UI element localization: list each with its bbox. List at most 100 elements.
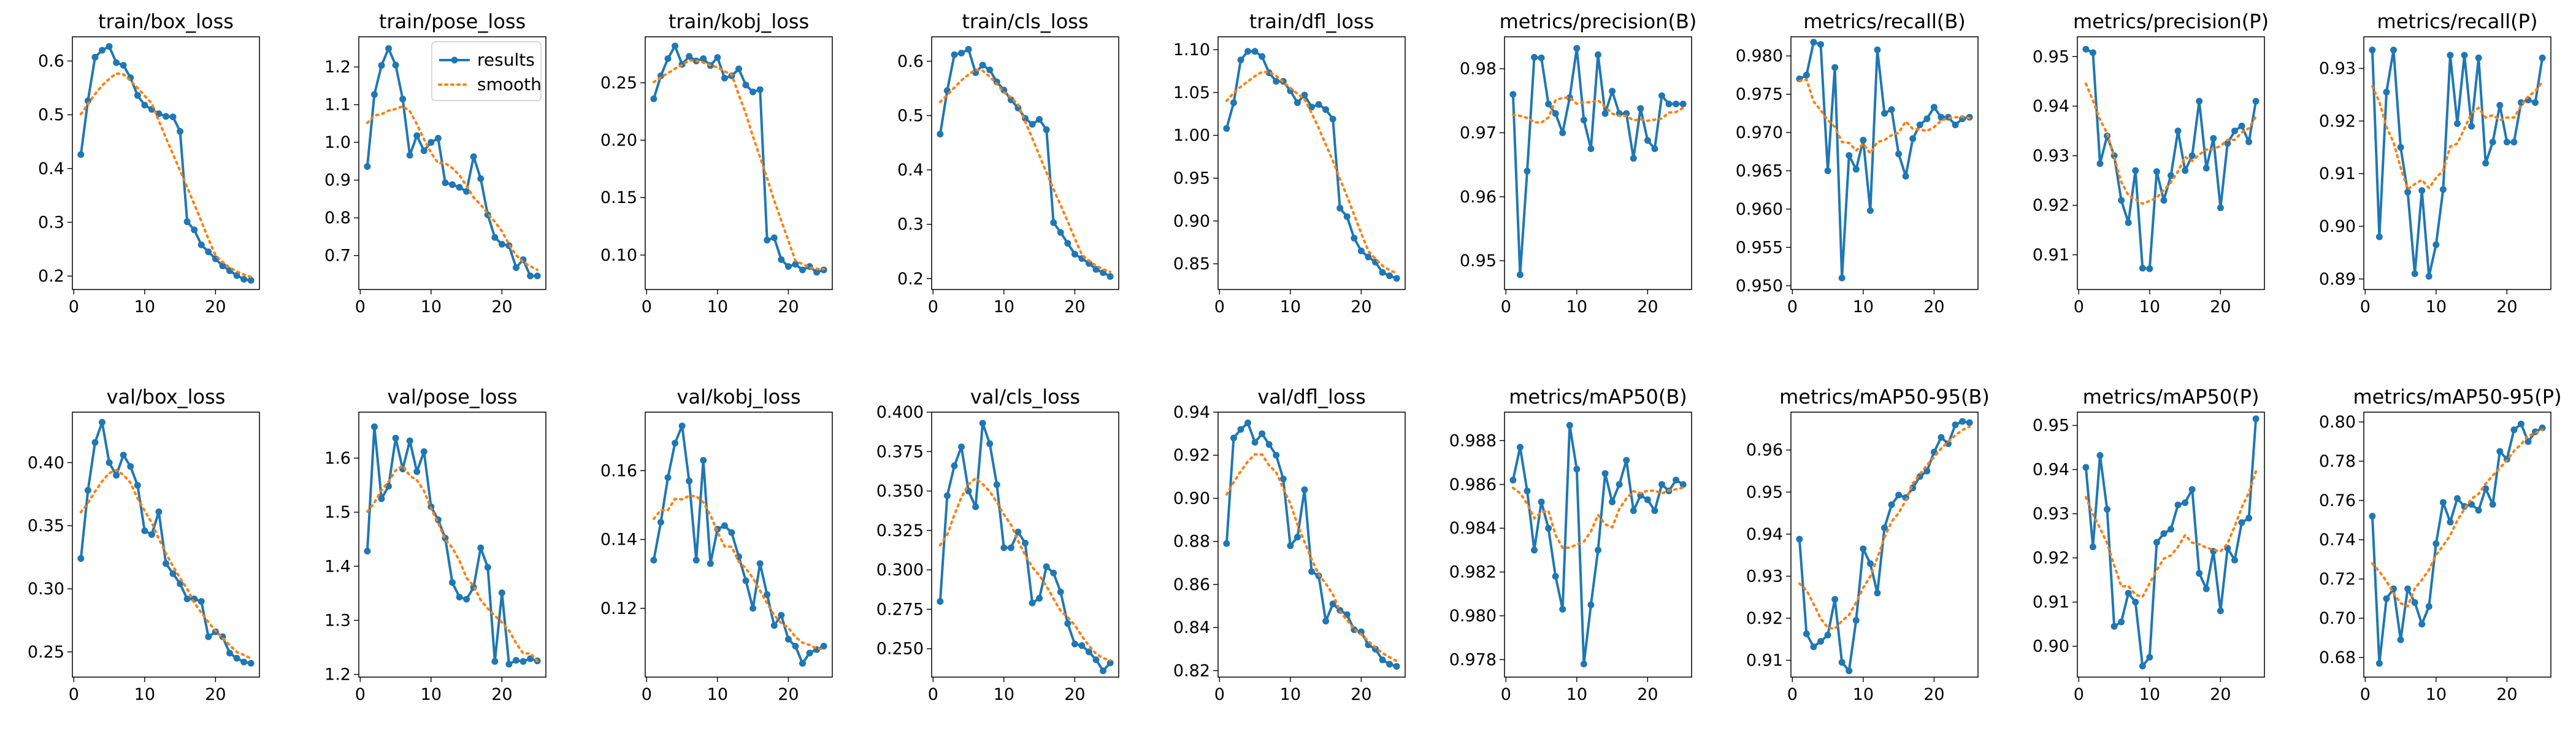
results-point [1259, 430, 1266, 437]
results-point [2153, 539, 2160, 546]
results-point [2454, 120, 2461, 128]
results-point [1393, 662, 1400, 670]
results-point [1100, 667, 1107, 675]
results-point [169, 113, 177, 121]
smooth-series-line [1511, 486, 1685, 549]
subplot-title: metrics/recall(P) [2377, 10, 2538, 33]
x-tick-label: 0 [1787, 297, 1798, 316]
y-tick-label: 0.82 [1173, 661, 1210, 680]
results-point [1573, 45, 1581, 52]
results-point [650, 95, 657, 102]
y-tick-label: 0.96 [1746, 441, 1783, 460]
subplot-title: train/pose_loss [379, 10, 526, 33]
results-point [434, 134, 442, 142]
results-point [1029, 599, 1036, 607]
results-point [1866, 560, 1874, 567]
results-point [413, 132, 421, 139]
results-point [784, 263, 792, 270]
y-tick-label: 1.0 [324, 133, 351, 152]
results-point [1007, 544, 1014, 551]
y-tick-label: 0.94 [1746, 525, 1783, 544]
legend-results-marker [451, 56, 458, 64]
results-point [1071, 640, 1078, 648]
x-tick-label: 10 [1280, 297, 1301, 316]
results-series-line [1511, 47, 1684, 276]
results-point [427, 139, 435, 146]
results-point [1294, 99, 1301, 107]
y-tick-label: 0.965 [1736, 161, 1783, 180]
results-point [205, 633, 212, 640]
results-point [1301, 91, 1308, 99]
subplot: train/cls_loss 0.2 0.3 0.4 0.5 0.6 0 10 20 [897, 10, 1119, 316]
x-tick-label: 10 [421, 297, 442, 316]
results-point [247, 277, 255, 284]
y-tick-label: 1.2 [324, 665, 351, 684]
results-point [979, 420, 986, 427]
results-point [2397, 636, 2404, 643]
x-tick-label: 20 [1064, 685, 1085, 704]
x-tick-label: 20 [1923, 685, 1944, 704]
results-point [2383, 88, 2390, 96]
results-series-line [2371, 48, 2544, 278]
results-point [2217, 204, 2224, 212]
results-point [370, 91, 378, 98]
results-point [1106, 659, 1114, 667]
x-tick-label: 20 [1351, 685, 1371, 704]
results-point [1959, 418, 1966, 425]
smooth-series-line [1511, 96, 1685, 124]
results-point [163, 113, 169, 120]
results-point [1265, 441, 1273, 448]
y-tick-label: 0.978 [1449, 650, 1497, 669]
results-point [1022, 539, 1029, 546]
y-tick-label: 0.6 [897, 52, 924, 71]
results-point [937, 131, 944, 138]
results-point [240, 275, 248, 283]
results-point [958, 443, 965, 451]
results-point [756, 86, 764, 93]
results-point [686, 477, 693, 485]
x-tick-label: 10 [1853, 297, 1874, 316]
plot-frame [2077, 412, 2265, 678]
results-point [491, 657, 499, 665]
results-point [1630, 507, 1637, 515]
results-point [2110, 623, 2118, 630]
results-point [99, 418, 106, 426]
results-point [1379, 656, 1386, 664]
results-point [113, 59, 120, 66]
y-tick-label: 0.350 [876, 482, 924, 501]
results-point [1623, 457, 1630, 464]
results-point [770, 234, 778, 242]
results-point [233, 272, 240, 279]
results-series-line [1511, 424, 1684, 665]
smooth-series-line [2084, 82, 2258, 205]
results-point [247, 659, 255, 667]
y-tick-label: 0.76 [2319, 491, 2356, 510]
y-tick-label: 0.4 [897, 161, 924, 180]
y-tick-label: 0.9 [324, 171, 351, 190]
results-point [2404, 585, 2412, 592]
subplot-title: train/kobj_loss [669, 10, 809, 33]
results-point [1838, 274, 1846, 282]
plot-frame [1217, 412, 1406, 678]
subplot-title: val/dfl_loss [1257, 385, 1366, 408]
results-point [2139, 264, 2146, 272]
results-point [2160, 197, 2168, 204]
results-series-line [366, 425, 538, 665]
results-point [1866, 207, 1874, 214]
y-tick-label: 0.84 [1173, 618, 1210, 637]
smooth-series-line [1225, 453, 1398, 662]
results-point [2375, 660, 2383, 667]
y-tick-label: 0.70 [2319, 609, 2356, 628]
results-point [392, 61, 399, 69]
y-tick-label: 1.2 [324, 58, 351, 77]
smooth-series-line [366, 105, 539, 271]
subplot-title: metrics/mAP50(P) [2083, 385, 2260, 408]
results-point [1393, 275, 1400, 282]
x-tick-label: 0 [2074, 685, 2084, 704]
results-point [364, 163, 371, 171]
results-point [937, 598, 944, 605]
results-point [1952, 121, 1959, 129]
y-tick-label: 0.14 [600, 531, 637, 550]
results-point [943, 492, 951, 499]
results-point [714, 54, 721, 61]
